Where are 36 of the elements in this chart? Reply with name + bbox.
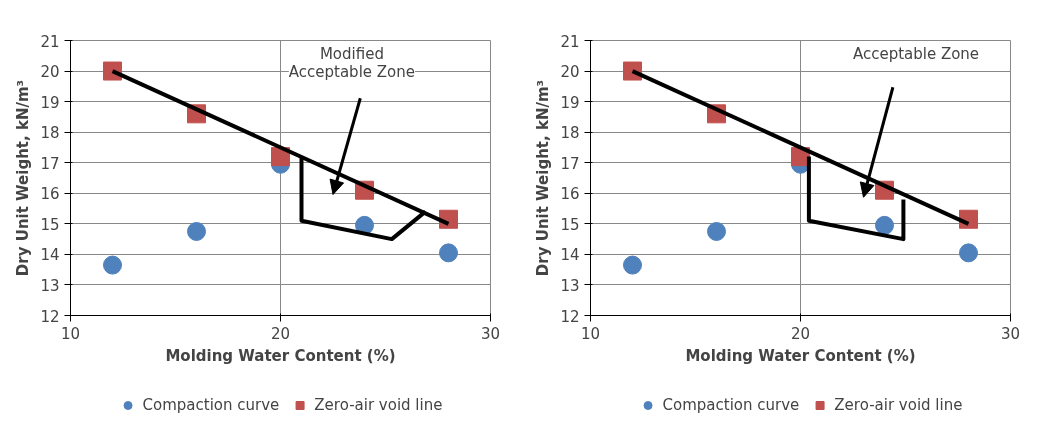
y-tick-label: 16 xyxy=(40,185,60,204)
y-tick-label: 12 xyxy=(40,307,60,326)
y-tick-label: 20 xyxy=(40,63,60,82)
y-tick-label: 19 xyxy=(40,93,60,112)
y-tick-label: 20 xyxy=(560,63,580,82)
legend-label: Compaction curve xyxy=(662,396,800,414)
x-axis-title: Molding Water Content (%) xyxy=(685,346,916,365)
y-tick-label: 18 xyxy=(40,124,60,143)
x-tick-label: 20 xyxy=(790,324,811,343)
y-axis-title: Dry Unit Weight, kN/m³ xyxy=(534,79,553,277)
y-tick-label: 15 xyxy=(40,215,60,234)
x-tick-label: 30 xyxy=(480,324,501,343)
y-tick-label: 14 xyxy=(560,246,580,265)
y-tick-label: 21 xyxy=(560,32,580,51)
y-tick-label: 14 xyxy=(40,246,60,265)
y-tick-label: 13 xyxy=(40,276,60,295)
y-tick-label: 19 xyxy=(560,93,580,112)
y-tick-label: 12 xyxy=(560,307,580,326)
x-tick-label: 10 xyxy=(60,324,81,343)
legend-label: Zero-air void line xyxy=(314,396,443,414)
y-tick-label: 13 xyxy=(560,276,580,295)
x-tick-label: 20 xyxy=(270,324,291,343)
y-axis-title: Dry Unit Weight, kN/m³ xyxy=(14,79,33,277)
legend-label: Zero-air void line xyxy=(834,396,963,414)
x-tick-label: 30 xyxy=(1000,324,1021,343)
y-tick-label: 18 xyxy=(560,124,580,143)
y-tick-label: 15 xyxy=(560,215,580,234)
legend-label: Compaction curve xyxy=(142,396,280,414)
annotation: Acceptable Zone xyxy=(852,44,980,63)
x-tick-label: 10 xyxy=(580,324,601,343)
x-axis-title: Molding Water Content (%) xyxy=(165,346,396,365)
y-tick-label: 16 xyxy=(560,185,580,204)
y-tick-label: 17 xyxy=(560,154,580,173)
y-tick-label: 21 xyxy=(40,32,60,51)
annotation: Modified Acceptable Zone xyxy=(288,44,416,81)
y-tick-label: 17 xyxy=(40,154,60,173)
